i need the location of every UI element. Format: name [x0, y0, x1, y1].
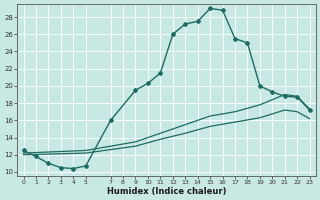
X-axis label: Humidex (Indice chaleur): Humidex (Indice chaleur) [107, 187, 226, 196]
